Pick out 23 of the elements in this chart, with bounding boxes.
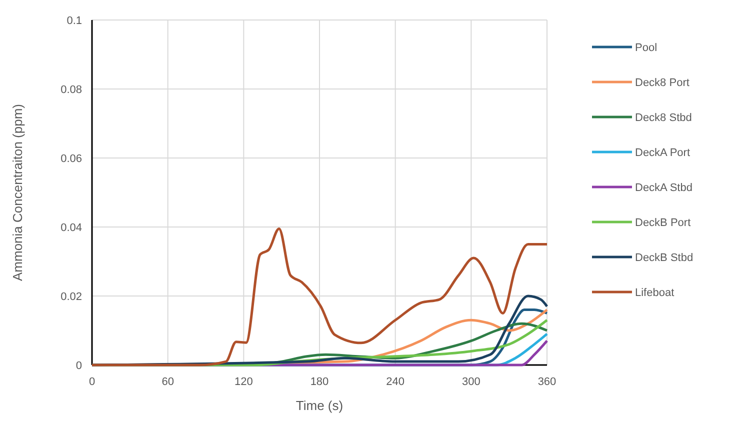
x-tick-label: 60: [162, 376, 174, 388]
x-tick-label: 0: [88, 376, 96, 388]
x-tick-label: 120: [234, 376, 253, 388]
y-tick-label: 0.02: [60, 291, 82, 303]
legend-label: DeckB Port: [635, 217, 691, 229]
legend-label: Lifeboat: [635, 287, 674, 299]
legend-label: DeckB Stbd: [635, 252, 694, 264]
legend-label: Deck8 Port: [635, 77, 690, 89]
y-axis-title: Ammonia Concentraiton (ppm): [10, 104, 25, 282]
legend-label: DeckA Port: [635, 147, 690, 159]
x-tick-label: 360: [538, 376, 556, 388]
x-tick-label: 240: [386, 376, 405, 388]
y-tick-label: 0.08: [60, 84, 82, 96]
x-tick-label: 300: [462, 376, 480, 388]
y-tick-label: 0: [76, 360, 82, 372]
y-tick-label: 0.04: [60, 222, 82, 234]
x-axis-title: Time (s): [296, 398, 344, 413]
legend-label: DeckA Stbd: [635, 182, 692, 194]
legend-label: Pool: [635, 42, 658, 54]
legend-label: Deck8 Stbd: [635, 112, 692, 124]
y-tick-label: 0.1: [66, 15, 82, 27]
x-tick-label: 180: [310, 376, 329, 388]
y-tick-label: 0.06: [60, 153, 82, 165]
